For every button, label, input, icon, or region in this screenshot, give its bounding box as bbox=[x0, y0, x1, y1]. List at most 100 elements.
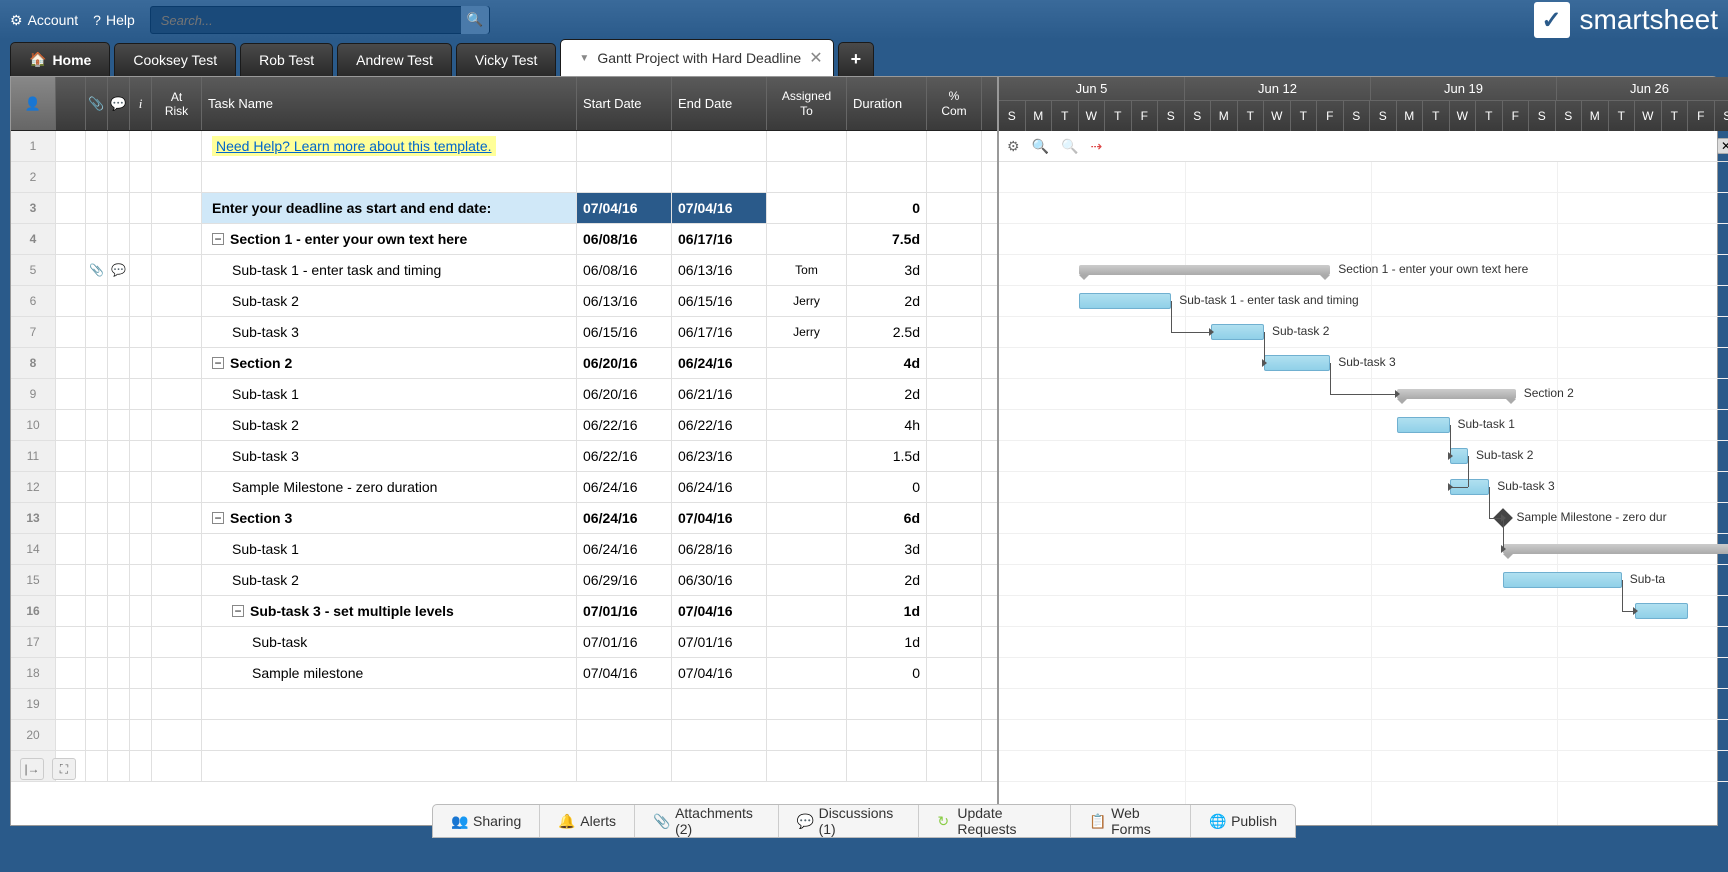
header-enddate[interactable]: End Date bbox=[672, 77, 767, 130]
row-number[interactable]: 11 bbox=[11, 441, 56, 471]
header-atrisk[interactable]: At Risk bbox=[152, 77, 202, 130]
row-number[interactable]: 13 bbox=[11, 503, 56, 533]
task-cell[interactable]: Sub-task 1 - enter task and timing bbox=[202, 255, 577, 285]
task-cell[interactable]: −Section 1 - enter your own text here bbox=[202, 224, 577, 254]
task-cell[interactable]: Sub-task 2 bbox=[202, 565, 577, 595]
sharing-button[interactable]: 👥 Sharing bbox=[433, 805, 540, 837]
gantt-bar[interactable] bbox=[1503, 572, 1622, 588]
collapse-toggle[interactable]: − bbox=[212, 357, 224, 369]
task-cell[interactable]: Sub-task 2 bbox=[202, 410, 577, 440]
gear-icon[interactable]: ⚙ bbox=[1007, 138, 1020, 155]
chat-icon: 💬 bbox=[797, 813, 813, 829]
sheet-tabs: 🏠 Home Cooksey Test Rob Test Andrew Test… bbox=[0, 40, 1728, 76]
task-cell[interactable]: Sub-task bbox=[202, 627, 577, 657]
header-startdate[interactable]: Start Date bbox=[577, 77, 672, 130]
row-number[interactable]: 15 bbox=[11, 565, 56, 595]
row-number[interactable]: 7 bbox=[11, 317, 56, 347]
zoom-in-icon[interactable]: 🔍 bbox=[1032, 138, 1049, 155]
task-cell[interactable]: Sample milestone bbox=[202, 658, 577, 688]
zoom-out-icon[interactable]: 🔍 bbox=[1061, 138, 1078, 155]
row-number[interactable]: 2 bbox=[11, 162, 56, 192]
gantt-bar[interactable] bbox=[1397, 417, 1450, 433]
header-pctcomp[interactable]: % Com bbox=[927, 77, 982, 130]
gantt-bar[interactable] bbox=[1079, 293, 1172, 309]
header-duration[interactable]: Duration bbox=[847, 77, 927, 130]
task-cell[interactable]: Sub-task 1 bbox=[202, 379, 577, 409]
row-number[interactable]: 20 bbox=[11, 720, 56, 750]
search-input[interactable] bbox=[151, 13, 461, 28]
main-area: 👤 📎 💬 i At Risk Task Name Start Date End… bbox=[10, 76, 1718, 826]
gantt-bar[interactable] bbox=[1635, 603, 1688, 619]
grid-header: 👤 📎 💬 i At Risk Task Name Start Date End… bbox=[11, 77, 997, 131]
publish-button[interactable]: 🌐 Publish bbox=[1191, 805, 1295, 837]
gantt-bar[interactable] bbox=[1397, 389, 1516, 399]
add-tab[interactable]: + bbox=[838, 42, 875, 76]
row-number[interactable]: 12 bbox=[11, 472, 56, 502]
goto-today-icon[interactable]: |→ bbox=[20, 758, 44, 780]
gantt-pane: Jun 5Jun 12Jun 19Jun 26 SMTWTFSSMTWTFSSM… bbox=[999, 77, 1728, 825]
task-cell[interactable]: Enter your deadline as start and end dat… bbox=[202, 193, 577, 223]
gantt-bar[interactable] bbox=[1264, 355, 1330, 371]
gantt-day-header: T bbox=[1423, 101, 1450, 131]
webforms-button[interactable]: 📋 Web Forms bbox=[1071, 805, 1191, 837]
row-number[interactable]: 6 bbox=[11, 286, 56, 316]
logo-text: smartsheet bbox=[1580, 4, 1719, 36]
tab-2[interactable]: Andrew Test bbox=[337, 43, 452, 76]
update-requests-button[interactable]: ↻ Update Requests bbox=[919, 805, 1071, 837]
search-button[interactable]: 🔍 bbox=[461, 6, 489, 34]
task-cell[interactable] bbox=[202, 162, 577, 192]
gantt-bar[interactable] bbox=[1503, 544, 1728, 554]
header-taskname[interactable]: Task Name bbox=[202, 77, 577, 130]
row-number[interactable]: 4 bbox=[11, 224, 56, 254]
row-number[interactable]: 9 bbox=[11, 379, 56, 409]
row-number[interactable]: 16 bbox=[11, 596, 56, 626]
gantt-bar[interactable] bbox=[1211, 324, 1264, 340]
grid-body[interactable]: 1 Need Help? Learn more about this templa… bbox=[11, 131, 997, 825]
gantt-bar[interactable] bbox=[1079, 265, 1331, 275]
fullscreen-icon[interactable]: ⛶ bbox=[52, 758, 76, 780]
home-tab[interactable]: 🏠 Home bbox=[10, 42, 110, 76]
close-tab-icon[interactable]: ✕ bbox=[809, 48, 822, 68]
account-menu[interactable]: ⚙ Account bbox=[10, 12, 78, 29]
row-number[interactable]: 10 bbox=[11, 410, 56, 440]
task-cell[interactable]: Sub-task 3 bbox=[202, 317, 577, 347]
task-cell[interactable] bbox=[202, 689, 577, 719]
task-cell[interactable]: −Section 3 bbox=[202, 503, 577, 533]
critical-path-icon[interactable]: ⇢ bbox=[1090, 138, 1102, 155]
active-tab[interactable]: ▼ Gantt Project with Hard Deadline ✕ bbox=[560, 39, 833, 76]
task-cell[interactable] bbox=[202, 751, 577, 781]
tab-0[interactable]: Cooksey Test bbox=[114, 43, 236, 76]
help-menu[interactable]: ? Help bbox=[93, 12, 135, 28]
row-number[interactable]: 17 bbox=[11, 627, 56, 657]
task-cell[interactable]: Sub-task 3 bbox=[202, 441, 577, 471]
row-number[interactable]: 5 bbox=[11, 255, 56, 285]
collapse-toggle[interactable]: − bbox=[212, 512, 224, 524]
task-cell[interactable]: −Sub-task 3 - set multiple levels bbox=[202, 596, 577, 626]
header-row-icon[interactable]: 👤 bbox=[11, 77, 56, 130]
tab-1[interactable]: Rob Test bbox=[240, 43, 333, 76]
task-cell[interactable]: Sub-task 2 bbox=[202, 286, 577, 316]
row-number[interactable]: 3 bbox=[11, 193, 56, 223]
close-gantt-icon[interactable]: ✕ bbox=[1717, 138, 1728, 154]
attachments-button[interactable]: 📎 Attachments (2) bbox=[635, 805, 779, 837]
gantt-body[interactable]: Section 1 - enter your own text hereSub-… bbox=[999, 162, 1728, 825]
chevron-down-icon[interactable]: ▼ bbox=[579, 53, 589, 64]
row-number[interactable]: 14 bbox=[11, 534, 56, 564]
task-cell[interactable]: Need Help? Learn more about this templat… bbox=[202, 131, 577, 161]
help-link[interactable]: Need Help? Learn more about this templat… bbox=[212, 136, 496, 156]
row-number[interactable]: 1 bbox=[11, 131, 56, 161]
header-info-icon: i bbox=[130, 77, 152, 130]
collapse-toggle[interactable]: − bbox=[232, 605, 244, 617]
row-number[interactable]: 8 bbox=[11, 348, 56, 378]
collapse-toggle[interactable]: − bbox=[212, 233, 224, 245]
alerts-button[interactable]: 🔔 Alerts bbox=[540, 805, 635, 837]
task-cell[interactable] bbox=[202, 720, 577, 750]
discussions-button[interactable]: 💬 Discussions (1) bbox=[779, 805, 920, 837]
row-number[interactable]: 19 bbox=[11, 689, 56, 719]
tab-3[interactable]: Vicky Test bbox=[456, 43, 557, 76]
task-cell[interactable]: −Section 2 bbox=[202, 348, 577, 378]
task-cell[interactable]: Sub-task 1 bbox=[202, 534, 577, 564]
row-number[interactable]: 18 bbox=[11, 658, 56, 688]
task-cell[interactable]: Sample Milestone - zero duration bbox=[202, 472, 577, 502]
header-assignedto[interactable]: Assigned To bbox=[767, 77, 847, 130]
